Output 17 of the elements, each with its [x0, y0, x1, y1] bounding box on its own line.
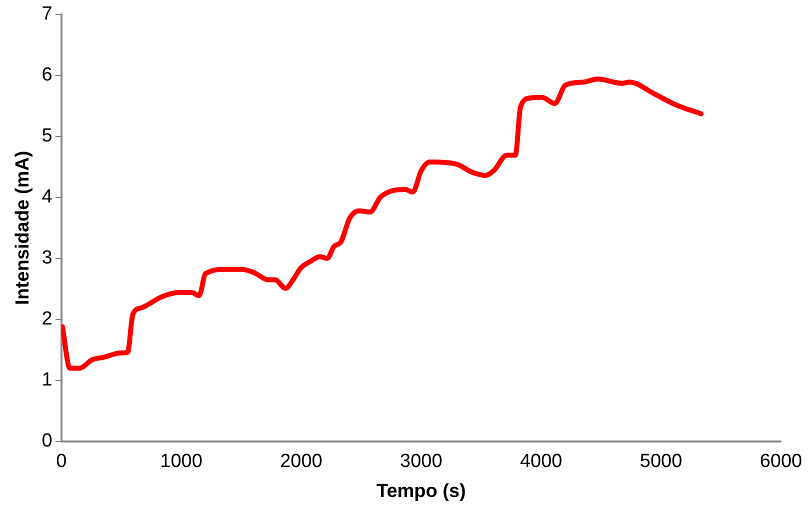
y-tick-label: 0 [42, 430, 52, 452]
x-tick-label: 1000 [160, 451, 202, 472]
y-axis-title: Intensidade (mA) [12, 150, 34, 305]
y-tick-label: 4 [42, 186, 53, 208]
x-tick-label: 2000 [280, 451, 322, 472]
y-tick-label: 6 [42, 64, 52, 86]
x-tick-label: 4000 [520, 451, 562, 472]
y-tick-label: 7 [42, 4, 52, 25]
x-tick-label: 6000 [760, 451, 802, 472]
y-tick-label: 2 [42, 308, 52, 330]
y-tick-label: 3 [42, 248, 52, 269]
y-tick-label: 5 [42, 126, 52, 147]
x-tick-label: 0 [56, 451, 67, 472]
x-axis-title: Tempo (s) [376, 480, 466, 502]
y-tick-label: 1 [42, 370, 52, 391]
x-tick-label: 3000 [400, 451, 442, 472]
x-tick-label: 5000 [640, 451, 682, 472]
